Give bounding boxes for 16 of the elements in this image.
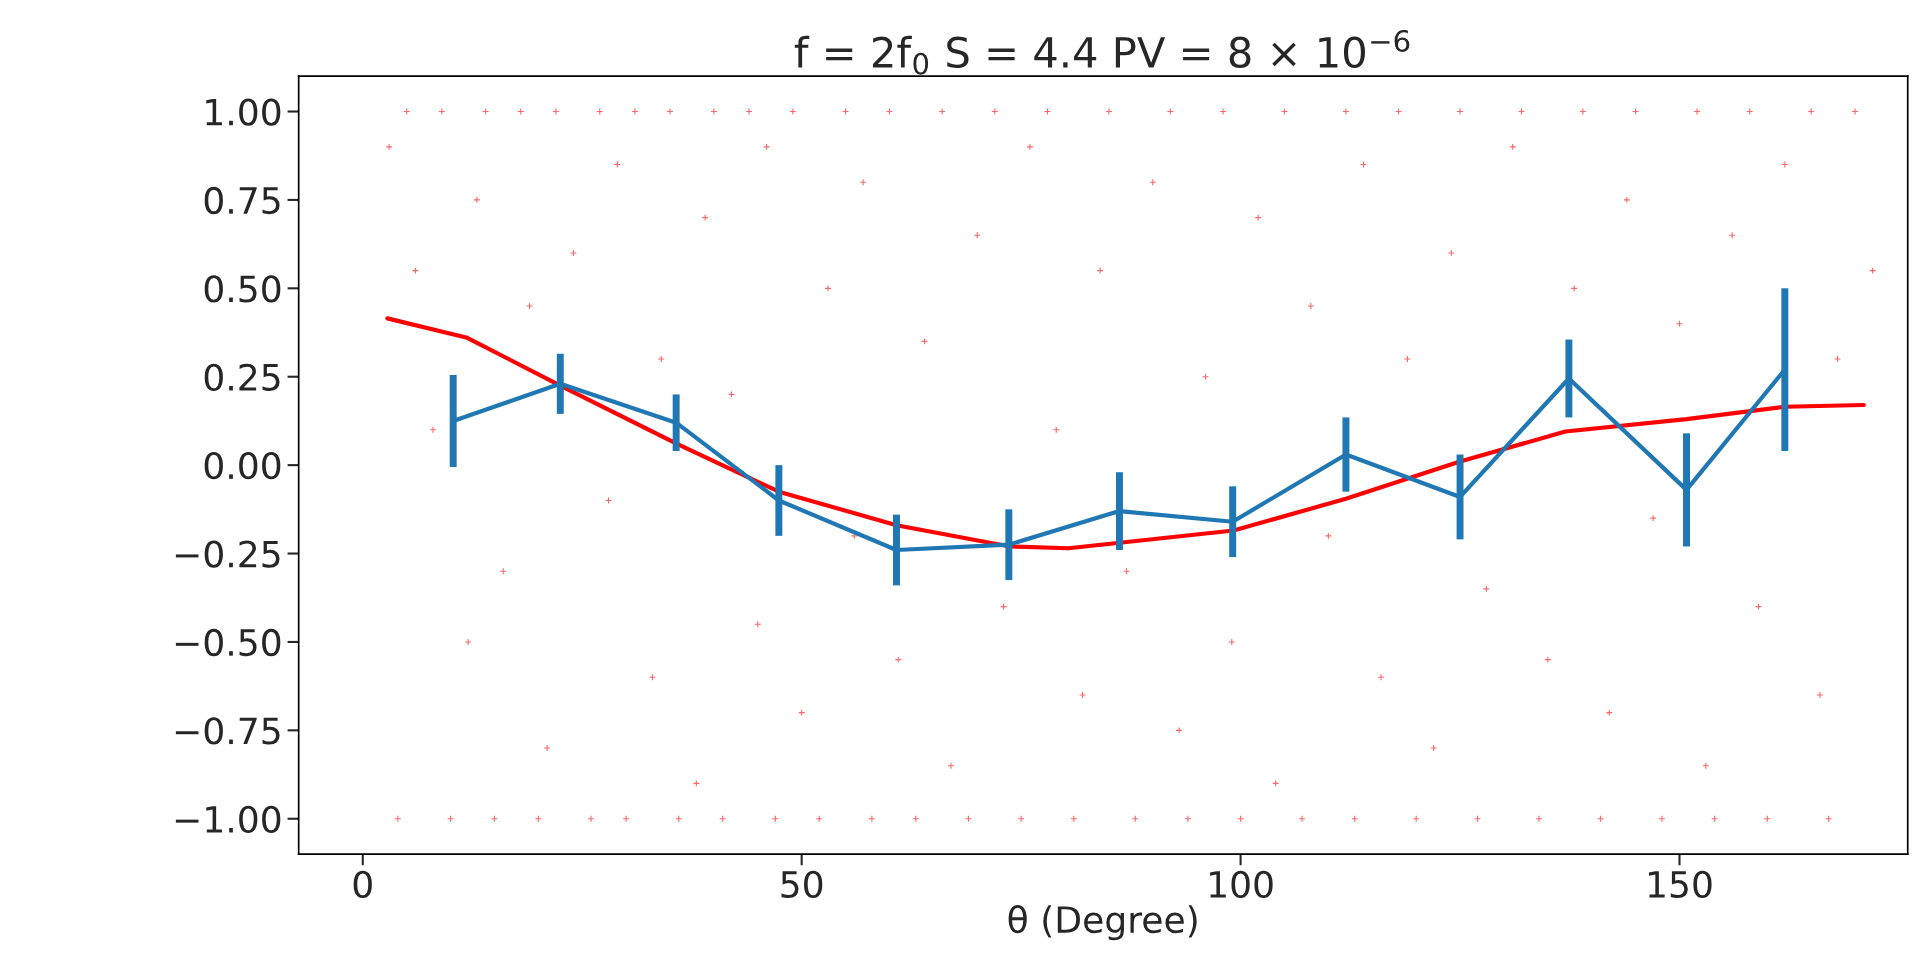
- y-tick-label: −0.75: [175, 717, 280, 745]
- x-tick-label: 100: [1210, 870, 1273, 899]
- y-tick-label: −0.25: [175, 540, 280, 568]
- chart-title: f = 2f$_{0}$ S = 4.4 PV = 8 × 10$^{−6}$: [794, 29, 1410, 75]
- y-tick-label: 0.75: [204, 186, 280, 215]
- x-tick-label: 0: [353, 870, 372, 899]
- x-axis-title: θ (Degree): [1008, 905, 1197, 941]
- x-tick-label: 150: [1649, 870, 1712, 899]
- y-tick-label: 0.25: [204, 363, 280, 391]
- y-tick-label: −0.50: [175, 628, 281, 657]
- y-tick-label: 1.00: [206, 98, 281, 126]
- y-tick-label: 0.50: [204, 275, 281, 303]
- y-tick-label: −1.00: [175, 805, 281, 833]
- line-series: [385, 316, 1866, 551]
- x-tick-label: 50: [781, 870, 823, 899]
- y-tick-label: 0.00: [204, 452, 281, 480]
